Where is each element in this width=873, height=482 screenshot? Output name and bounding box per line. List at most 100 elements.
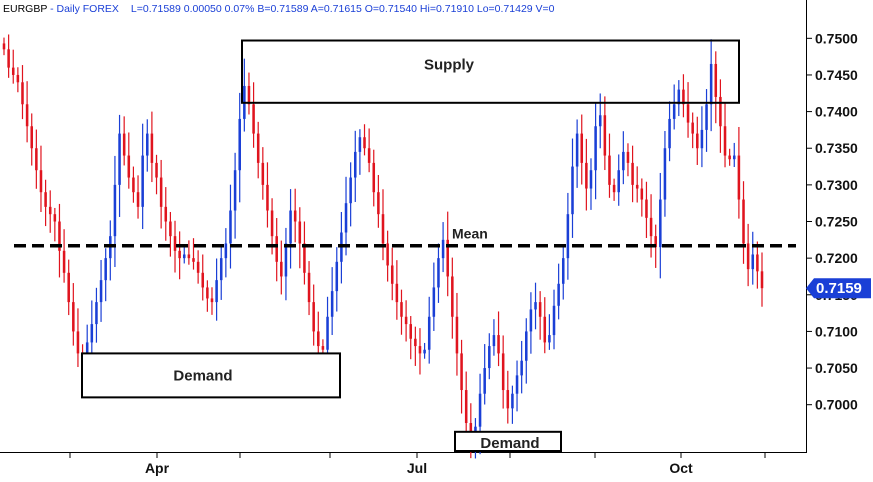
candle-up xyxy=(437,258,440,288)
candle-down xyxy=(307,272,311,303)
candle-down xyxy=(275,236,278,262)
candle-up xyxy=(146,133,149,156)
candle-up xyxy=(598,115,602,127)
candle-up xyxy=(224,243,228,259)
candle-down xyxy=(612,184,616,193)
candle-down xyxy=(44,192,47,207)
candle-down xyxy=(159,177,163,207)
candle-down xyxy=(136,192,140,207)
y-tick-label: 0.7200 xyxy=(815,250,858,266)
candle-down xyxy=(501,353,505,391)
candle-down xyxy=(261,162,265,185)
candle-down xyxy=(649,217,653,237)
candle-down xyxy=(132,177,135,193)
y-tick-label: 0.7250 xyxy=(815,214,858,230)
candle-up xyxy=(751,254,755,270)
candle-down xyxy=(270,210,274,237)
candle-up xyxy=(289,210,292,244)
candle-up xyxy=(534,302,537,310)
candle-down xyxy=(409,324,413,339)
candle-up xyxy=(677,89,681,105)
candle-up xyxy=(99,280,103,303)
candle-down xyxy=(377,192,380,215)
candle-up xyxy=(284,243,288,277)
candle-up xyxy=(659,199,662,248)
candle-up xyxy=(215,280,218,303)
candle-down xyxy=(645,199,648,218)
candle-up xyxy=(709,63,713,105)
candle-down xyxy=(178,250,181,259)
header-symbol: EURGBP xyxy=(3,3,47,15)
candle-down xyxy=(414,338,417,347)
supply-zone-box xyxy=(241,39,740,104)
candle-up xyxy=(515,375,519,394)
candle-up xyxy=(668,118,671,149)
candle-up xyxy=(492,335,496,347)
candle-down xyxy=(654,236,657,248)
demand-zone-box-1 xyxy=(81,352,341,399)
candle-down xyxy=(48,206,52,215)
candle-down xyxy=(7,49,10,68)
candle-down xyxy=(266,184,269,211)
x-tick-label: Oct xyxy=(669,460,693,476)
candle-down xyxy=(58,221,61,251)
candle-down xyxy=(25,104,29,127)
candle-down xyxy=(367,148,371,163)
x-axis: Apr Jul Oct xyxy=(69,452,766,476)
candle-down xyxy=(201,272,205,288)
candle-up xyxy=(95,302,98,325)
candle-down xyxy=(737,155,741,200)
candle-down xyxy=(173,236,177,251)
candle-down xyxy=(460,353,463,391)
candle-down xyxy=(455,316,459,354)
candle-down xyxy=(585,162,588,189)
candle-down xyxy=(247,85,251,105)
candle-down xyxy=(635,184,639,189)
candle-down xyxy=(293,210,297,222)
candle-down xyxy=(155,162,158,178)
candle-down xyxy=(16,74,20,83)
y-tick-label: 0.7450 xyxy=(815,67,858,83)
candle-down xyxy=(756,254,759,272)
candle-down xyxy=(321,346,325,350)
candle-down xyxy=(580,133,584,163)
candle-down xyxy=(76,331,80,354)
candles xyxy=(2,34,764,459)
y-tick-label: 0.7500 xyxy=(815,30,858,46)
candle-down xyxy=(451,276,454,317)
candle-down xyxy=(67,272,70,303)
candle-down xyxy=(691,122,694,134)
candle-up xyxy=(705,104,708,130)
demand-label-1: Demand xyxy=(173,367,232,384)
candle-down xyxy=(538,302,542,317)
candle-down xyxy=(723,126,727,156)
candle-down xyxy=(714,63,718,97)
candle-down xyxy=(39,170,43,193)
candle-down xyxy=(446,239,449,277)
y-tick-label: 0.7000 xyxy=(815,397,858,413)
candle-down xyxy=(312,302,315,332)
candle-down xyxy=(21,82,24,105)
chart-header: EURGBP - Daily FOREX L=0.71589 0.00050 0.… xyxy=(3,3,555,15)
candle-down xyxy=(400,302,403,317)
candle-up xyxy=(423,349,426,354)
candle-down xyxy=(682,89,685,105)
last-price-value: 0.7159 xyxy=(816,280,862,297)
candle-up xyxy=(511,393,514,409)
candle-down xyxy=(469,423,473,438)
candle-up xyxy=(732,155,736,160)
candle-down xyxy=(603,115,607,156)
candle-up xyxy=(478,393,482,427)
candle-down xyxy=(386,243,389,266)
candle-up xyxy=(238,118,241,171)
candle-up xyxy=(557,283,560,306)
x-tick-label: Jul xyxy=(407,460,427,476)
candle-down xyxy=(187,254,191,259)
candle-down xyxy=(608,155,611,185)
candle-down xyxy=(746,243,750,270)
candle-down xyxy=(192,258,195,262)
candle-up xyxy=(182,254,186,259)
candle-down xyxy=(62,250,66,273)
header-meta: - Daily FOREX xyxy=(47,3,119,15)
